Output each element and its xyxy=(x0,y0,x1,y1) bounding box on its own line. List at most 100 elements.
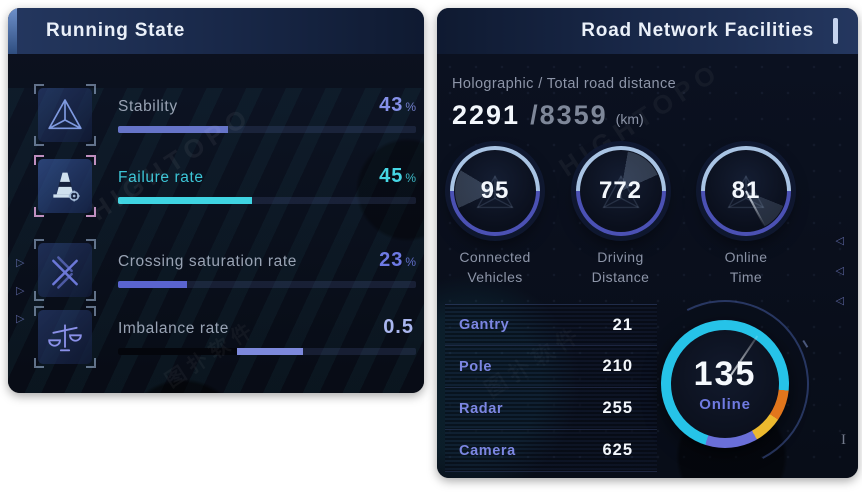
table-row-gantry: Gantry 21 xyxy=(445,304,657,346)
facility-table: Gantry 21 Pole 210 Radar 255 Camera 625 xyxy=(445,304,657,472)
distance-readout: 2291 / 8359 (km) xyxy=(452,100,644,131)
bar-fill-segment xyxy=(118,197,253,204)
metric-iconbox xyxy=(38,159,92,213)
circular-gauge: 95 xyxy=(450,146,540,236)
metric-row-stability: Stability 43% xyxy=(8,84,424,146)
running-state-body: HIGHTOPO 图扑软件 ▷ ▷ ▷ S xyxy=(8,84,424,393)
gauge-label-line: Vehicles xyxy=(467,268,523,285)
gauge-value: 772 xyxy=(598,177,643,204)
progress-bar xyxy=(118,197,416,204)
gauge-label-line: Distance xyxy=(591,268,650,285)
right-edge-triangle-marker: ◁ xyxy=(835,265,844,277)
metric-label: Stability xyxy=(118,98,178,115)
gauge-value: 95 xyxy=(480,177,510,204)
gauge-label: Driving Distance xyxy=(592,248,650,287)
metric-meta: Failure rate 45% xyxy=(118,159,416,204)
donut-value: 135 xyxy=(693,355,757,393)
metric-unit: % xyxy=(405,255,416,269)
gauge-label-line: Time xyxy=(729,268,763,285)
running-state-panel: Running State HIGHTOPO 图扑软件 ▷ ▷ ▷ xyxy=(8,8,424,393)
gauge-label-line: Connected xyxy=(459,249,531,265)
online-donut-widget: 135 Online xyxy=(619,278,831,478)
progress-bar xyxy=(118,348,416,355)
i-beam-decoration: I xyxy=(841,432,846,448)
metric-value: 0.5 xyxy=(383,316,416,339)
facility-value: 255 xyxy=(602,399,633,417)
metric-value: 23% xyxy=(379,249,416,272)
crossing-icon xyxy=(52,256,78,289)
circular-gauge: 81 xyxy=(701,146,791,236)
holographic-distance-value: 2291 xyxy=(452,100,521,130)
pyramid-watermark-icon xyxy=(476,174,514,209)
right-edge-triangle-marker: ◁ xyxy=(835,235,844,247)
right-edge-triangle-marker: ◁ xyxy=(835,295,844,307)
circular-gauge: 772 xyxy=(575,146,666,236)
facility-label: Gantry xyxy=(459,317,510,333)
gauge-label: Connected Vehicles xyxy=(459,248,530,287)
panel-title: Running State xyxy=(46,20,186,41)
metric-label: Crossing saturation rate xyxy=(118,253,297,270)
header-accent-bar xyxy=(8,8,17,54)
online-donut-gauge: 135 Online xyxy=(661,320,789,448)
metric-number: 23 xyxy=(379,249,404,271)
balance-scales-icon xyxy=(48,324,82,352)
bar-fill-segment xyxy=(237,348,303,355)
running-state-header: Running State xyxy=(8,8,424,54)
distance-unit: (km) xyxy=(615,111,644,127)
facility-label: Camera xyxy=(459,442,516,459)
metric-row-crossing-saturation: Crossing saturation rate 23% xyxy=(8,239,424,301)
facility-value: 21 xyxy=(612,315,633,334)
metric-meta: Imbalance rate 0.5 xyxy=(118,310,416,355)
table-row-camera: Camera 625 xyxy=(445,430,657,472)
gauges-row: 95 Connected Vehicles xyxy=(439,146,802,287)
road-network-header: Road Network Facilities xyxy=(437,8,858,54)
gauge-wedge xyxy=(580,151,661,231)
metric-iconbox xyxy=(34,239,96,301)
distance-separator: / xyxy=(530,100,540,130)
metric-value: 45% xyxy=(379,165,416,188)
bar-dark-segment xyxy=(118,348,238,355)
total-distance-value: 8359 xyxy=(539,100,608,130)
metric-meta: Crossing saturation rate 23% xyxy=(118,243,416,288)
table-row-pole: Pole 210 xyxy=(445,346,657,388)
bar-fill-segment xyxy=(118,126,229,133)
metric-iconbox xyxy=(34,306,96,368)
facility-label: Radar xyxy=(459,400,504,417)
metric-unit: % xyxy=(405,100,416,114)
progress-bar xyxy=(118,281,416,288)
gauge-wedge xyxy=(455,151,535,231)
facility-value: 210 xyxy=(602,357,633,375)
metric-row-imbalance: Imbalance rate 0.5 xyxy=(8,306,424,368)
progress-bar xyxy=(118,126,416,133)
metric-value: 43% xyxy=(379,94,416,117)
donut-center: 135 Online xyxy=(661,320,789,448)
header-accent-bar xyxy=(833,18,838,44)
facility-label: Pole xyxy=(459,358,493,375)
metric-label: Imbalance rate xyxy=(118,320,229,337)
metric-row-failure-rate: Failure rate 45% xyxy=(8,159,424,213)
left-edge-triangle-marker: ▷ xyxy=(16,313,25,325)
pyramid-icon xyxy=(48,99,82,130)
left-edge-triangle-marker: ▷ xyxy=(16,257,25,269)
metric-number: 0.5 xyxy=(383,316,414,338)
bar-fill-segment xyxy=(118,281,187,288)
traffic-cone-icon xyxy=(53,172,80,202)
gauge-connected-vehicles: 95 Connected Vehicles xyxy=(439,146,551,287)
gauge-value: 81 xyxy=(731,177,761,204)
gauge-label-line: Driving xyxy=(597,249,644,265)
left-edge-triangle-marker: ▷ xyxy=(16,285,25,297)
gauge-label-line: Online xyxy=(724,249,768,265)
metric-number: 43 xyxy=(379,94,404,116)
road-network-body: HIGHTOPO 图扑软件 Holographic / Total road d… xyxy=(437,54,858,478)
pyramid-watermark-icon xyxy=(601,174,640,209)
distance-subtitle: Holographic / Total road distance xyxy=(452,76,677,92)
gauge-label: Online Time xyxy=(725,248,768,287)
gauge-online-time: 81 Online Time xyxy=(690,146,802,287)
panel-title: Road Network Facilities xyxy=(581,20,814,41)
metric-label: Failure rate xyxy=(118,169,204,186)
gauge-driving-distance: 772 Driving Distance xyxy=(565,146,677,287)
facility-value: 625 xyxy=(602,441,633,459)
metric-unit: % xyxy=(405,171,416,185)
road-network-panel: Road Network Facilities HIGHTOPO 图扑软件 Ho… xyxy=(437,8,858,478)
